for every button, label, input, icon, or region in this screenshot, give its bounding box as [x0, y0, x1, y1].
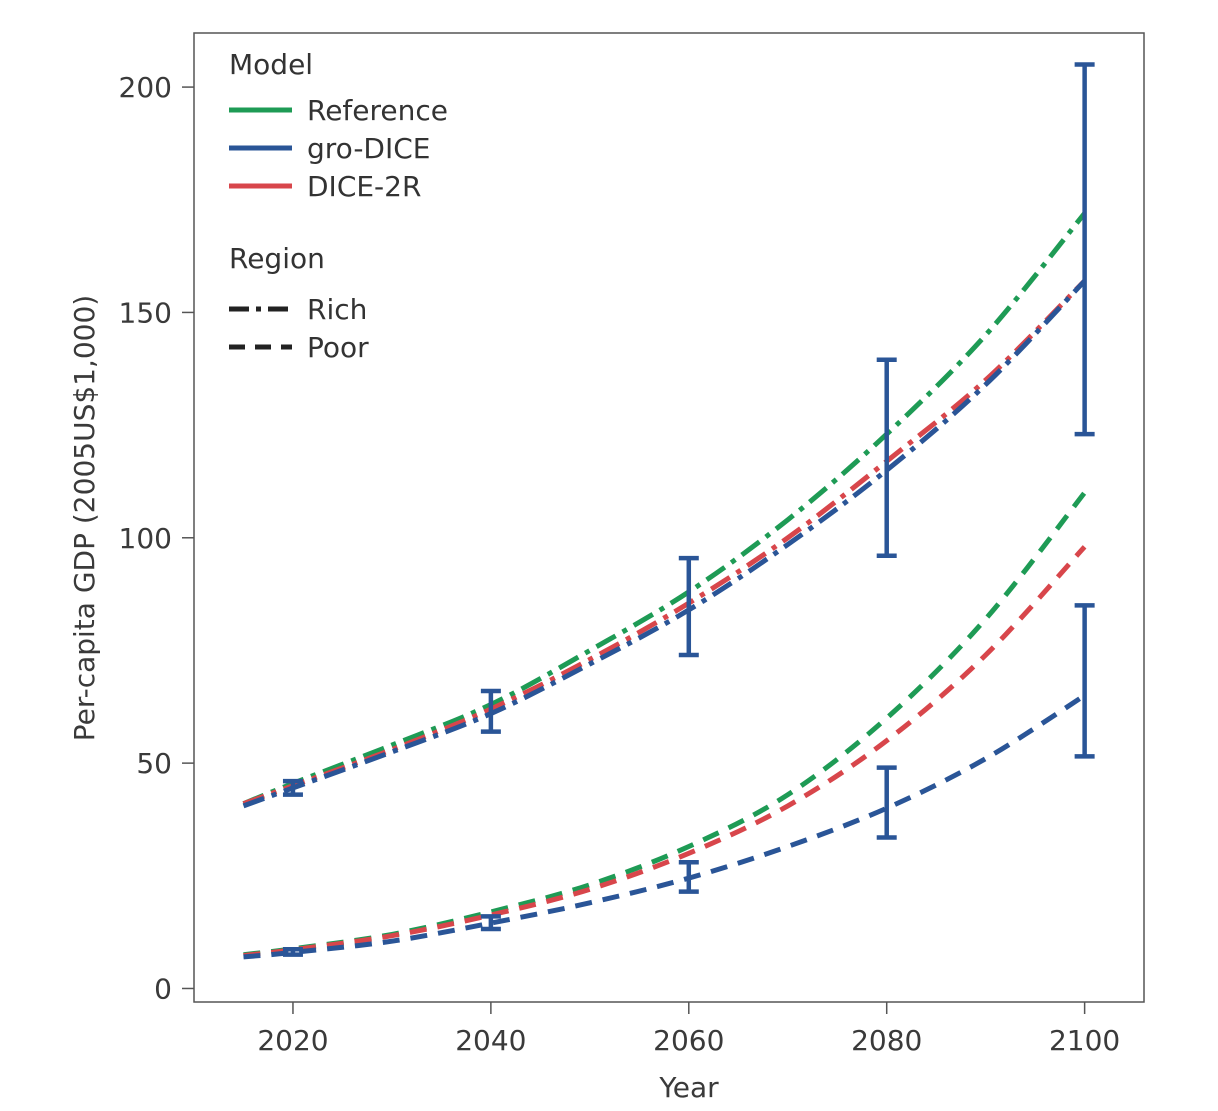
error-bar-poor-2020 [282, 947, 303, 957]
x-tick-label: 2100 [1049, 1024, 1120, 1057]
y-tick-label: 50 [136, 747, 172, 780]
error-bar-rich-2100 [1074, 62, 1095, 437]
y-tick-label: 200 [119, 71, 172, 104]
legend-label-dice-2r: DICE-2R [307, 170, 421, 203]
series-line-gro-dice-poor [243, 693, 1086, 960]
x-tick-label: 2020 [257, 1024, 328, 1057]
error-bar-poor-2040 [480, 914, 501, 932]
y-axis: 0 50 100 150 200 [119, 71, 194, 1005]
error-bar-rich-2040 [480, 688, 501, 734]
errorbar-layer [282, 62, 1095, 957]
y-tick-label: 150 [119, 296, 172, 329]
y-tick-label: 0 [154, 972, 172, 1005]
x-tick-label: 2080 [851, 1024, 922, 1057]
error-bar-poor-2100 [1074, 603, 1095, 759]
legend-region-title: Region [229, 242, 325, 275]
error-bar-poor-2060 [678, 860, 699, 894]
x-axis-title: Year [658, 1071, 719, 1104]
x-tick-label: 2040 [455, 1024, 526, 1057]
x-axis: 2020 2040 2060 2080 2100 [257, 1002, 1120, 1057]
series-line-reference-rich [242, 211, 1087, 807]
error-bar-rich-2020 [282, 778, 303, 797]
y-tick-label: 100 [119, 522, 172, 555]
error-bar-rich-2060 [678, 555, 699, 658]
series-line-dice-2r-rich [242, 279, 1087, 807]
series-line-gro-dice-rich [242, 279, 1087, 809]
legend: Model Reference gro-DICE DICE-2R Region … [229, 48, 448, 364]
legend-label-reference: Reference [307, 94, 448, 127]
legend-model-title: Model [229, 48, 313, 81]
error-bar-rich-2080 [876, 357, 897, 559]
series-layer [242, 211, 1087, 960]
plot-frame [193, 32, 1145, 1003]
legend-label-gro-dice: gro-DICE [307, 132, 430, 165]
y-axis-title: Per-capita GDP (2005US$1,000) [68, 295, 101, 741]
legend-label-rich: Rich [307, 293, 367, 326]
legend-label-poor: Poor [307, 331, 369, 364]
error-bar-poor-2080 [876, 765, 897, 840]
x-tick-label: 2060 [653, 1024, 724, 1057]
series-line-reference-poor [243, 491, 1087, 958]
